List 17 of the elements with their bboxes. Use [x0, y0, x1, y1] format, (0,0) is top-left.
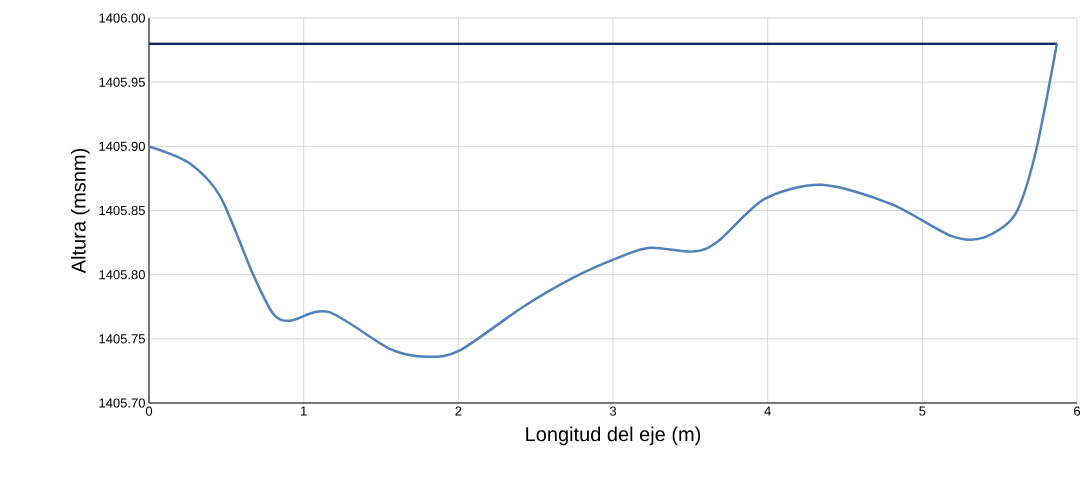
- x-tick-label: 5: [919, 406, 926, 416]
- y-tick-label: 1405.75: [99, 334, 145, 344]
- x-tick-label: 2: [455, 406, 462, 416]
- y-tick-label: 1405.85: [99, 205, 145, 216]
- line-series: [149, 42, 1059, 359]
- y-tick-label: 1406.00: [99, 13, 145, 23]
- x-tick-label: 1: [301, 406, 307, 416]
- y-tick-label: 1405.90: [99, 141, 145, 151]
- x-tick-label: 3: [609, 406, 617, 416]
- y-tick-label: 1405.70: [99, 398, 145, 408]
- x-tick-label: 0: [145, 406, 153, 416]
- x-tick-label: 6: [1074, 406, 1081, 416]
- x-axis-title: Longitud del eje (m): [526, 426, 701, 446]
- y-tick-label: 1405.80: [99, 270, 145, 280]
- x-tick-label: 4: [764, 406, 771, 416]
- y-tick-label: 1405.95: [99, 77, 145, 87]
- y-axis-title: Altura (msnm): [70, 148, 90, 274]
